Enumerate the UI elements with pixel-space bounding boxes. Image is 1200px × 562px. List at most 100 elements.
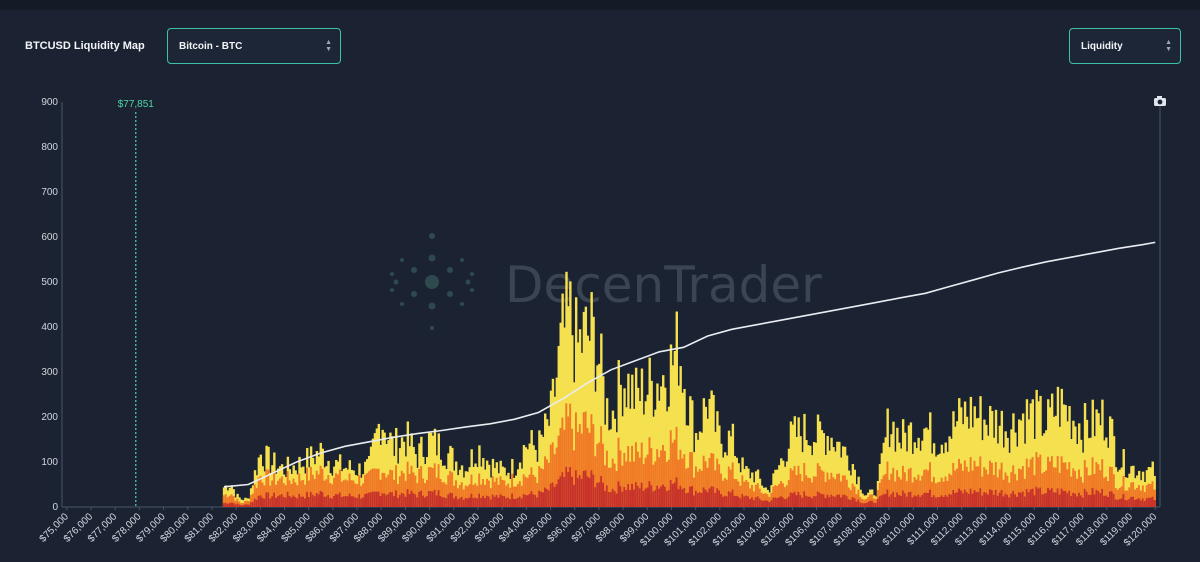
bar-mid bbox=[1151, 481, 1154, 507]
bar-mid bbox=[811, 482, 814, 507]
bar-high bbox=[973, 406, 976, 507]
bar-low bbox=[780, 496, 783, 507]
bar-mid bbox=[983, 467, 986, 507]
bar-low bbox=[629, 489, 632, 507]
asset-select[interactable]: Bitcoin - BTC ▲ ▼ bbox=[167, 28, 341, 64]
bar-low bbox=[973, 490, 976, 507]
bar-low bbox=[574, 470, 578, 507]
bar-mid bbox=[393, 479, 396, 507]
bar-low bbox=[356, 497, 359, 507]
bar-mid bbox=[259, 475, 263, 507]
bar-mid bbox=[938, 481, 942, 507]
bar-mid bbox=[638, 457, 642, 507]
bar-mid bbox=[489, 488, 493, 507]
bar-low bbox=[671, 484, 675, 507]
watermark-dot bbox=[447, 267, 453, 273]
bar-mid bbox=[737, 481, 740, 507]
watermark-dot bbox=[428, 254, 436, 262]
bar-mid bbox=[836, 473, 839, 507]
bar-high bbox=[896, 427, 899, 507]
bar-mid bbox=[1027, 467, 1031, 507]
bar-mid bbox=[240, 503, 243, 507]
bar-mid bbox=[1087, 475, 1091, 507]
bar-low bbox=[820, 493, 824, 507]
bar-mid bbox=[1008, 482, 1011, 507]
bar-mid bbox=[271, 480, 274, 507]
camera-icon[interactable] bbox=[1154, 96, 1166, 106]
bar-high bbox=[627, 373, 630, 507]
bar-mid bbox=[857, 489, 860, 507]
bar-mid bbox=[396, 484, 400, 507]
bar-low bbox=[1033, 495, 1036, 507]
bar-low bbox=[1139, 500, 1143, 507]
bar-low bbox=[861, 503, 864, 507]
bar-low bbox=[652, 491, 655, 507]
bar-low bbox=[290, 497, 293, 507]
bar-low bbox=[634, 482, 638, 507]
bar-high bbox=[553, 396, 557, 507]
bar-mid bbox=[971, 470, 975, 507]
bar-low bbox=[340, 497, 344, 507]
bar-low bbox=[689, 486, 692, 507]
bar-mid bbox=[704, 461, 708, 507]
bar-low bbox=[789, 492, 793, 507]
bar-mid bbox=[464, 485, 468, 507]
bar-mid bbox=[487, 480, 491, 507]
bar-mid bbox=[1138, 485, 1141, 507]
bar-mid bbox=[1074, 470, 1077, 507]
bar-mid bbox=[687, 467, 690, 507]
bar-low bbox=[673, 482, 677, 507]
bar-low bbox=[373, 491, 377, 507]
bar-high bbox=[789, 421, 793, 507]
bar-low bbox=[826, 494, 829, 507]
bar-high bbox=[640, 368, 644, 507]
bar-mid bbox=[280, 476, 284, 507]
bar-low bbox=[342, 496, 346, 507]
bar-low bbox=[658, 488, 661, 507]
bar-high bbox=[814, 442, 818, 507]
bar-low bbox=[422, 495, 425, 507]
asset-select-value: Bitcoin - BTC bbox=[179, 41, 243, 52]
bar-low bbox=[876, 498, 880, 507]
bar-mid bbox=[714, 470, 717, 507]
bar-low bbox=[1064, 490, 1067, 507]
bar-high bbox=[909, 422, 913, 507]
bar-low bbox=[1021, 491, 1025, 507]
bar-low bbox=[302, 496, 305, 507]
bar-low bbox=[278, 495, 282, 507]
bar-high bbox=[629, 408, 632, 507]
bar-mid bbox=[694, 466, 698, 507]
bar-high bbox=[561, 293, 564, 507]
bar-low bbox=[300, 496, 303, 507]
bar-high bbox=[1105, 437, 1108, 507]
bar-low bbox=[1083, 488, 1087, 507]
bar-low bbox=[1141, 498, 1145, 507]
bar-mid bbox=[522, 474, 526, 507]
bar-low bbox=[331, 498, 334, 507]
bar-mid bbox=[1143, 491, 1147, 507]
bar-high bbox=[592, 316, 595, 507]
bar-mid bbox=[822, 471, 826, 507]
bar-low bbox=[491, 494, 495, 507]
bar-high bbox=[1035, 389, 1038, 507]
bar-low bbox=[992, 494, 996, 507]
bar-mid bbox=[582, 412, 586, 507]
metric-select[interactable]: Liquidity ▲ ▼ bbox=[1069, 28, 1181, 64]
bar-mid bbox=[437, 464, 441, 507]
bar-mid bbox=[402, 473, 406, 507]
bar-mid bbox=[718, 464, 721, 507]
bar-low bbox=[317, 494, 321, 507]
bar-low bbox=[412, 493, 415, 507]
bar-mid bbox=[567, 416, 570, 507]
bar-mid bbox=[706, 467, 709, 507]
bar-high bbox=[580, 352, 584, 507]
bar-low bbox=[1089, 494, 1093, 507]
bar-low bbox=[712, 486, 715, 507]
bar-mid bbox=[549, 444, 553, 507]
bar-high bbox=[822, 433, 826, 507]
bar-mid bbox=[832, 477, 835, 507]
bar-low bbox=[981, 495, 984, 507]
bar-mid bbox=[1112, 474, 1116, 507]
bar-low bbox=[859, 502, 862, 507]
bar-mid bbox=[395, 465, 398, 507]
